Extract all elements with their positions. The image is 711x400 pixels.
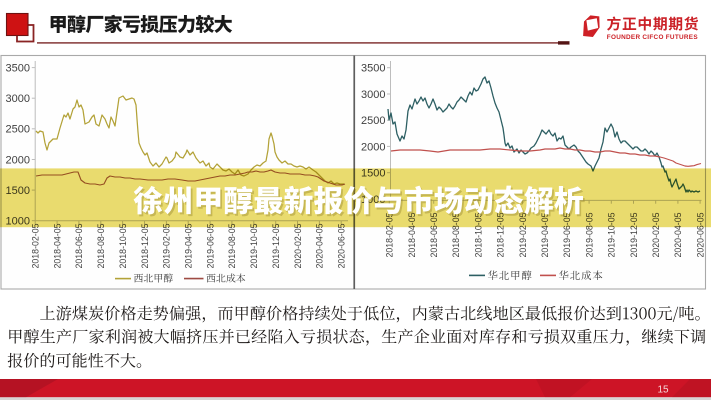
svg-text:2018-10-05: 2018-10-05 [118,223,128,268]
svg-text:2019-08-05: 2019-08-05 [584,212,594,257]
svg-text:2020-02-05: 2020-02-05 [651,212,661,257]
svg-text:2019-06-05: 2019-06-05 [205,223,215,268]
svg-text:2019-04-05: 2019-04-05 [184,223,194,268]
svg-text:2020-06-05: 2020-06-05 [695,212,705,257]
svg-text:2019-06-05: 2019-06-05 [562,212,572,257]
svg-text:2000: 2000 [361,141,385,153]
svg-text:2018-06-05: 2018-06-05 [429,212,439,257]
svg-text:2019-10-05: 2019-10-05 [249,223,259,268]
svg-text:2500: 2500 [361,115,385,127]
svg-text:FOUNDER CIFCO FUTURES: FOUNDER CIFCO FUTURES [607,34,699,41]
svg-text:2018-08-05: 2018-08-05 [451,212,461,257]
svg-text:2018-10-05: 2018-10-05 [473,212,483,257]
svg-text:2018-08-05: 2018-08-05 [96,223,106,268]
svg-text:2020-04-05: 2020-04-05 [315,223,325,268]
svg-text:2020-06-05: 2020-06-05 [337,223,347,268]
svg-text:2019-10-05: 2019-10-05 [607,212,617,257]
svg-text:2019-08-05: 2019-08-05 [227,223,237,268]
svg-text:3500: 3500 [6,63,30,75]
svg-text:2000: 2000 [6,154,30,166]
svg-text:2018-04-05: 2018-04-05 [407,212,417,257]
svg-text:2018-06-05: 2018-06-05 [74,223,84,268]
svg-text:2019-02-05: 2019-02-05 [162,223,172,268]
svg-text:3000: 3000 [6,93,30,105]
svg-text:3500: 3500 [361,63,385,75]
svg-text:2018-02-05: 2018-02-05 [31,223,41,268]
svg-text:3000: 3000 [361,89,385,101]
svg-text:2019-12-05: 2019-12-05 [629,212,639,257]
svg-text:2019-02-05: 2019-02-05 [518,212,528,257]
svg-text:2020-02-05: 2020-02-05 [293,223,303,268]
svg-text:2019-12-05: 2019-12-05 [271,223,281,268]
svg-text:15: 15 [657,384,669,395]
svg-text:2020-04-05: 2020-04-05 [673,212,683,257]
svg-text:2018-12-05: 2018-12-05 [140,223,150,268]
svg-text:2018-04-05: 2018-04-05 [52,223,62,268]
svg-text:2500: 2500 [6,124,30,136]
svg-text:2018-02-05: 2018-02-05 [385,212,395,257]
svg-text:2019-04-05: 2019-04-05 [540,212,550,257]
svg-text:2018-12-05: 2018-12-05 [496,212,506,257]
